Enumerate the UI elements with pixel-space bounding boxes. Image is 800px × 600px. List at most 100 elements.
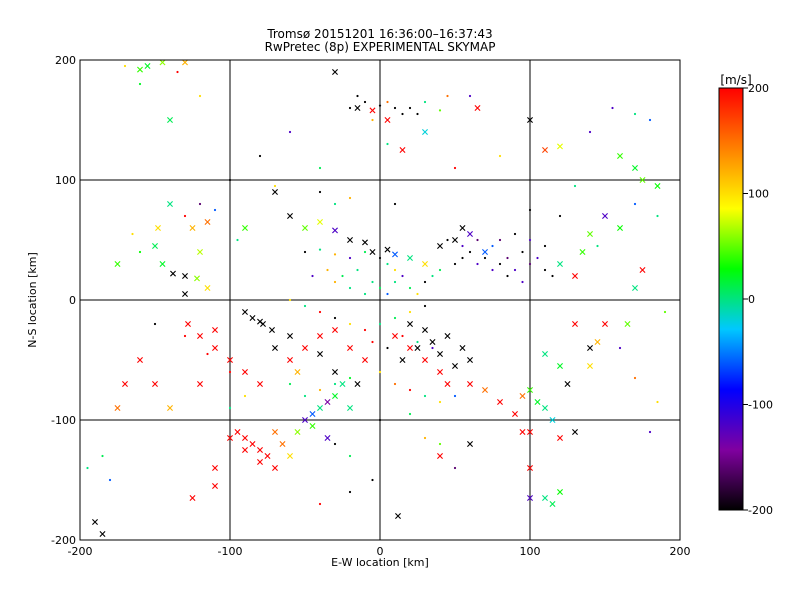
data-point-dot — [348, 322, 352, 326]
data-point-x — [212, 465, 218, 471]
data-point-dot — [438, 109, 442, 112]
data-point-x — [437, 369, 443, 375]
data-point-x — [459, 345, 466, 351]
data-point-dot — [378, 286, 382, 290]
data-point-x — [197, 333, 203, 339]
data-point-x — [249, 441, 256, 447]
x-axis-label: E-W location [km] — [331, 556, 429, 569]
data-point-x — [437, 243, 443, 249]
data-point-dot — [258, 154, 262, 158]
data-point-dot — [236, 238, 239, 242]
data-point-x — [549, 501, 556, 507]
data-point-x — [302, 225, 308, 231]
data-point-dot — [243, 394, 247, 398]
data-point-dot — [371, 280, 374, 284]
data-point-x — [572, 429, 578, 435]
data-point-x — [632, 165, 638, 171]
data-point-dot — [453, 262, 457, 266]
data-point-x — [242, 225, 248, 231]
data-point-x — [159, 261, 166, 267]
data-point-x — [197, 249, 203, 255]
data-point-dot — [476, 238, 479, 242]
data-point-x — [294, 429, 301, 435]
data-point-x — [212, 345, 218, 351]
data-point-x — [272, 345, 278, 351]
data-point-x — [324, 435, 331, 441]
data-point-x — [332, 369, 338, 375]
data-point-x — [257, 447, 263, 453]
data-point-dot — [543, 244, 547, 248]
data-point-dot — [521, 280, 524, 284]
data-point-dot — [438, 268, 442, 272]
x-tick-label: -200 — [68, 545, 93, 558]
data-point-dot — [543, 268, 547, 272]
data-point-dot — [461, 244, 464, 248]
data-point-x — [474, 105, 481, 111]
x-tick-label: 0 — [377, 545, 384, 558]
data-point-x — [242, 309, 248, 315]
data-point-x — [332, 227, 338, 234]
data-point-dot — [386, 346, 389, 350]
data-point-x — [204, 285, 211, 291]
data-point-dot — [408, 388, 412, 392]
data-point-dot — [356, 94, 359, 98]
data-point-dot — [491, 244, 494, 248]
data-point-x — [407, 345, 413, 351]
data-point-x — [482, 387, 488, 393]
data-point-x — [167, 201, 173, 207]
chart-title: Tromsø 20151201 16:36:00–16:37:43 — [266, 27, 492, 41]
data-point-dot — [348, 256, 352, 260]
data-point-x — [362, 239, 368, 246]
data-point-x — [99, 531, 106, 537]
data-point-x — [182, 291, 188, 297]
data-point-dot — [633, 112, 637, 116]
data-point-x — [587, 231, 593, 237]
y-tick-label: -200 — [51, 534, 76, 547]
data-point-dot — [213, 208, 217, 212]
data-point-x — [414, 345, 421, 351]
data-point-dot — [528, 208, 532, 212]
data-point-dot — [558, 214, 562, 218]
data-point-dot — [648, 118, 652, 122]
data-point-dot — [318, 388, 322, 392]
data-point-dot — [461, 256, 464, 260]
data-point-x — [197, 381, 203, 387]
data-point-x — [362, 357, 368, 363]
data-point-dot — [356, 268, 359, 272]
colorbar-tick-label: -200 — [748, 504, 773, 517]
data-point-dot — [438, 400, 442, 404]
data-point-x — [572, 321, 578, 327]
data-point-x — [114, 261, 121, 267]
data-point-dot — [513, 232, 517, 236]
data-point-x — [557, 261, 563, 267]
data-point-dot — [348, 490, 352, 494]
data-point-dot — [288, 130, 292, 134]
y-axis-label: N-S location [km] — [26, 252, 39, 348]
data-point-dot — [408, 106, 412, 110]
data-point-x — [272, 465, 278, 471]
data-point-x — [317, 405, 323, 411]
data-point-dot — [378, 104, 382, 107]
colorbar — [718, 87, 744, 511]
x-tick-label: 100 — [520, 545, 541, 558]
data-point-dot — [303, 394, 307, 398]
data-point-x — [249, 315, 256, 321]
data-point-x — [309, 423, 316, 429]
data-point-x — [452, 237, 458, 243]
data-point-x — [185, 321, 191, 327]
data-point-dot — [528, 238, 532, 242]
data-point-dot — [333, 382, 337, 386]
data-point-x — [527, 429, 533, 435]
data-point-dot — [108, 478, 112, 482]
data-point-dot — [386, 100, 389, 104]
data-point-x — [572, 273, 578, 279]
data-point-dot — [401, 112, 404, 116]
data-point-dot — [303, 250, 307, 254]
data-point-x — [542, 405, 548, 411]
data-point-dot — [101, 454, 104, 458]
data-point-x — [194, 275, 200, 282]
data-point-x — [429, 339, 436, 345]
data-point-dot — [633, 202, 637, 206]
data-point-dot — [393, 316, 397, 320]
data-point-x — [549, 417, 556, 423]
